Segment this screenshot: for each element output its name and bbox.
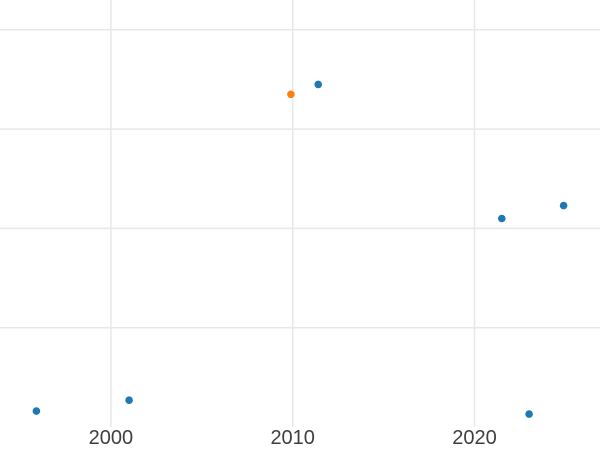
data-point-blue	[32, 407, 41, 415]
data-point-blue	[559, 201, 568, 210]
data-point-blue	[125, 396, 133, 405]
gridlines	[0, 0, 600, 427]
x-tick-label: 2010	[270, 427, 315, 449]
data-point-blue	[525, 410, 533, 418]
data-point-blue	[498, 214, 506, 223]
x-tick-label: 2000	[89, 427, 134, 449]
x-axis-tick-labels: 2000 2010 2020	[89, 427, 497, 449]
data-points	[32, 80, 568, 418]
x-tick-label: 2020	[452, 427, 497, 449]
data-point-blue	[314, 80, 323, 89]
data-point-orange	[287, 90, 295, 99]
